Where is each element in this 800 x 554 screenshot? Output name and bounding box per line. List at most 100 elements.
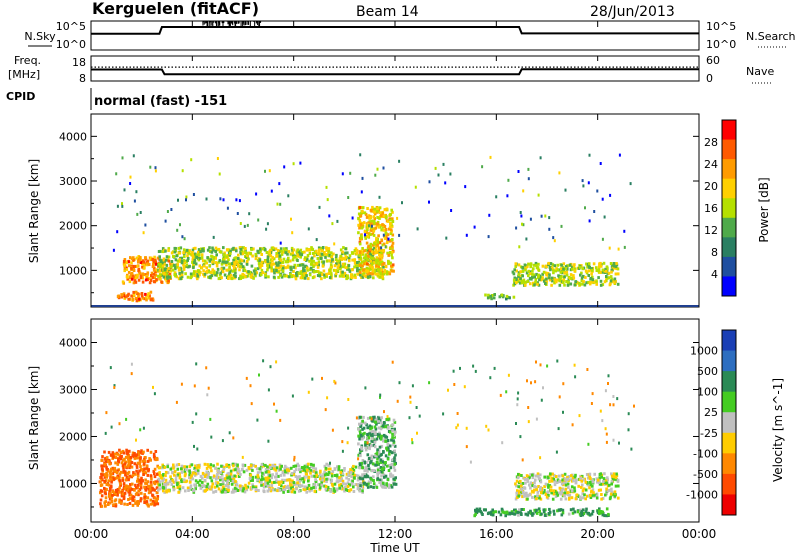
range-gate-cell [103, 450, 106, 454]
range-gate-cell [210, 254, 213, 258]
range-gate-cell [214, 273, 217, 277]
range-gate-cell [584, 480, 588, 484]
range-gate-cell [346, 441, 349, 445]
range-gate-cell [572, 507, 575, 511]
range-gate-cell [107, 501, 110, 505]
range-gate-cell [321, 246, 325, 249]
range-gate-cell [327, 488, 331, 491]
range-gate-cell [246, 274, 250, 278]
range-gate-cell [173, 250, 177, 254]
range-gate-cell [500, 293, 504, 297]
range-gate-cell [393, 427, 396, 431]
range-gate-cell [387, 262, 390, 266]
colorbar-swatch [722, 120, 736, 141]
range-gate-cell [130, 294, 133, 298]
range-gate-cell [537, 193, 540, 197]
range-gate-cell [227, 488, 230, 492]
range-gate-cell [115, 476, 119, 480]
range-gate-cell [473, 514, 476, 518]
range-gate-cell [251, 254, 254, 258]
range-gate-cell [306, 468, 309, 472]
range-gate-cell [445, 236, 448, 240]
range-gate-cell [177, 463, 181, 466]
range-gate-cell [571, 423, 574, 427]
range-gate-cell [310, 465, 313, 469]
range-gate-cell [183, 470, 187, 474]
range-gate-cell [207, 464, 210, 468]
range-gate-cell [134, 456, 137, 460]
range-gate-cell [207, 270, 211, 274]
range-gate-cell [110, 480, 113, 484]
range-gate-cell [523, 494, 526, 498]
range-gate-cell [146, 276, 149, 280]
range-gate-cell [367, 245, 370, 249]
range-gate-cell [315, 473, 319, 477]
range-gate-cell [382, 228, 386, 232]
x-tick-label: 08:00 [276, 527, 311, 541]
range-gate-cell [291, 231, 294, 235]
range-gate-cell [215, 475, 219, 479]
range-gate-cell [138, 488, 142, 492]
range-gate-cell [151, 499, 155, 503]
range-gate-cell [186, 258, 189, 262]
range-gate-cell [239, 265, 242, 268]
range-gate-cell [214, 246, 218, 250]
range-gate-cell [255, 467, 259, 471]
range-gate-cell [318, 274, 322, 278]
nsearch-label: N.Search [746, 30, 796, 43]
range-gate-cell [343, 489, 346, 493]
range-gate-cell [597, 509, 601, 513]
range-gate-cell [359, 484, 362, 488]
range-gate-cell [141, 280, 145, 284]
range-gate-cell [296, 254, 299, 258]
range-gate-cell [315, 238, 318, 242]
range-gate-cell [229, 249, 232, 253]
range-gate-cell [284, 248, 288, 252]
colorbar-swatch [722, 256, 736, 277]
range-gate-cell [327, 249, 331, 253]
range-gate-cell [270, 483, 274, 487]
range-gate-cell [465, 233, 468, 237]
range-gate-cell [584, 497, 587, 501]
range-gate-cell [587, 280, 590, 284]
range-gate-cell [290, 275, 294, 279]
range-gate-cell [492, 510, 495, 514]
range-gate-cell [465, 426, 468, 430]
range-gate-cell [262, 247, 265, 251]
range-gate-cell [359, 234, 363, 238]
range-gate-cell [144, 478, 147, 482]
range-gate-cell [212, 258, 215, 262]
range-gate-cell [521, 266, 525, 270]
range-gate-cell [554, 269, 557, 273]
range-gate-cell [514, 510, 518, 513]
range-gate-cell [606, 267, 609, 270]
range-gate-cell [374, 245, 378, 249]
range-gate-cell [214, 250, 217, 253]
range-gate-cell [380, 214, 383, 217]
range-gate-cell [212, 464, 215, 468]
range-gate-cell [145, 466, 149, 470]
range-gate-cell [151, 258, 154, 261]
range-gate-cell [539, 278, 543, 282]
range-gate-cell [148, 277, 151, 281]
range-gate-cell [280, 267, 284, 271]
range-gate-cell [109, 477, 113, 481]
range-gate-cell [173, 470, 177, 474]
range-gate-cell [180, 470, 184, 474]
range-gate-cell [360, 190, 363, 194]
range-gate-cell [574, 478, 578, 482]
range-gate-cell [140, 491, 143, 495]
range-gate-cell [232, 263, 235, 267]
range-gate-cell [277, 487, 280, 490]
range-gate-cell [335, 474, 339, 478]
range-gate-cell [127, 456, 130, 460]
range-gate-cell [490, 510, 493, 514]
range-gate-cell [145, 464, 149, 468]
range-gate-cell [380, 268, 383, 272]
range-gate-cell [366, 435, 369, 439]
range-gate-cell [308, 259, 311, 263]
range-gate-cell [385, 207, 389, 211]
range-gate-cell [123, 462, 127, 466]
